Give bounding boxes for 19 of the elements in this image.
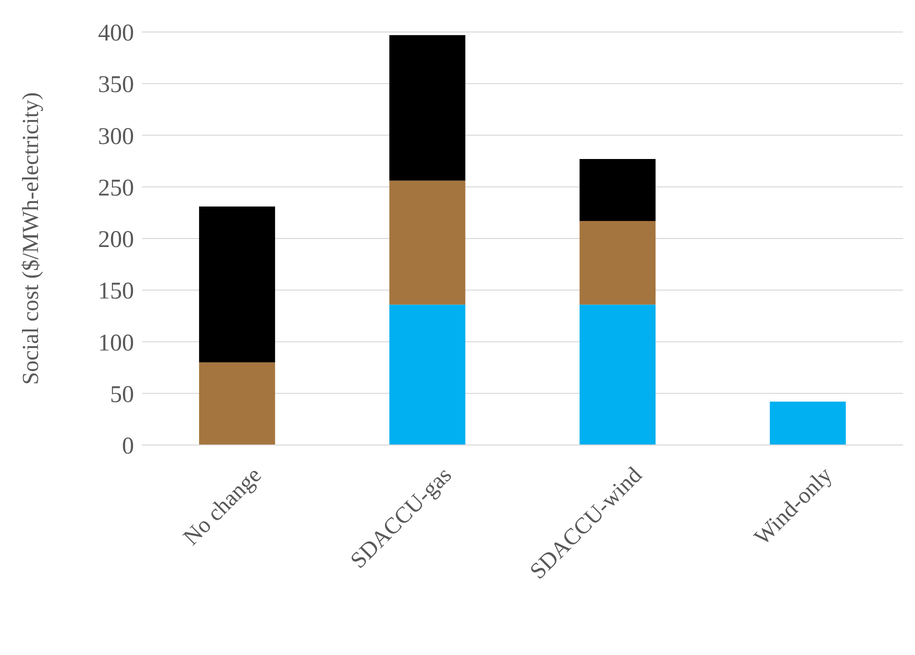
y-tick-label: 250 [98, 175, 134, 202]
bar [389, 35, 466, 181]
y-tick-label: 300 [98, 124, 134, 150]
y-tick-label: 50 [110, 382, 134, 408]
y-tick-label: 100 [98, 330, 134, 356]
y-axis-title: Social cost ($/MWh-electricity) [18, 92, 44, 385]
y-tick-label: 0 [122, 434, 134, 460]
bar [389, 180, 466, 305]
bar [580, 220, 656, 305]
bar [199, 362, 276, 445]
bar [580, 304, 656, 445]
bar [389, 304, 466, 445]
y-tick-label: 350 [98, 72, 134, 98]
bar [580, 159, 656, 221]
bar [199, 206, 276, 362]
y-tick-label: 150 [98, 278, 134, 305]
bar [770, 402, 846, 445]
y-tick-label: 200 [98, 227, 134, 254]
y-tick-label: 400 [98, 20, 134, 47]
